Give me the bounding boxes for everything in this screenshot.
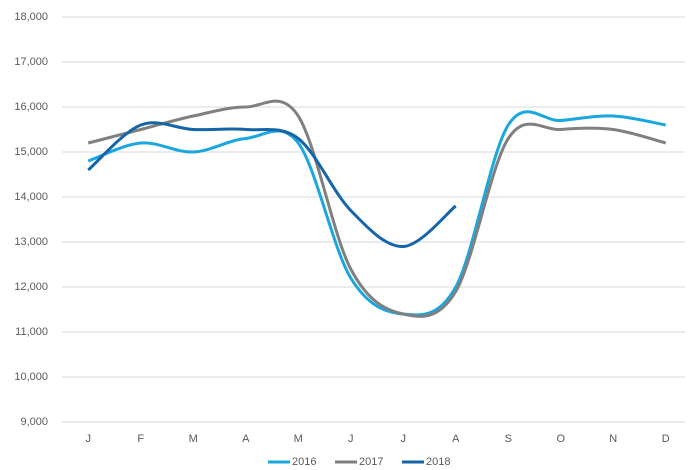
legend-label: 2018	[426, 456, 450, 468]
legend-label: 2016	[292, 456, 316, 468]
y-tick-label: 9,000	[20, 416, 48, 428]
y-tick-label: 12,000	[14, 281, 48, 293]
x-tick-label: D	[662, 433, 670, 445]
x-tick-label: J	[401, 433, 407, 445]
series-line	[87, 121, 457, 249]
y-tick-label: 15,000	[14, 146, 48, 158]
x-tick-label: M	[189, 433, 198, 445]
y-tick-label: 10,000	[14, 371, 48, 383]
y-tick-label: 13,000	[14, 236, 48, 248]
legend-label: 2017	[359, 456, 383, 468]
y-tick-label: 14,000	[14, 191, 48, 203]
x-tick-label: N	[609, 433, 617, 445]
y-tick-label: 17,000	[14, 56, 48, 68]
x-tick-label: O	[556, 433, 565, 445]
y-tick-label: 18,000	[14, 11, 48, 23]
y-tick-label: 16,000	[14, 101, 48, 113]
x-tick-label: M	[294, 433, 303, 445]
x-tick-label: A	[242, 433, 250, 445]
x-tick-label: S	[505, 433, 512, 445]
series-line	[87, 110, 667, 317]
x-tick-label: J	[86, 433, 92, 445]
series-line	[87, 99, 667, 318]
x-tick-label: F	[137, 433, 144, 445]
x-tick-label: J	[348, 433, 354, 445]
x-tick-label: A	[452, 433, 460, 445]
y-tick-label: 11,000	[15, 326, 48, 338]
